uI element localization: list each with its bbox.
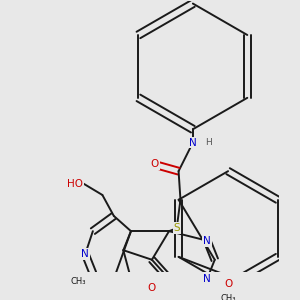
Text: N: N	[203, 274, 211, 284]
Text: O: O	[224, 280, 232, 290]
Text: CH₃: CH₃	[71, 277, 86, 286]
Text: N: N	[81, 249, 89, 259]
Text: N: N	[189, 138, 197, 148]
Text: S: S	[173, 223, 180, 233]
Text: H: H	[205, 138, 212, 147]
Text: O: O	[151, 160, 159, 170]
Text: N: N	[203, 236, 211, 246]
Text: CH₃: CH₃	[220, 294, 236, 300]
Text: O: O	[148, 283, 156, 293]
Text: HO: HO	[67, 178, 83, 188]
